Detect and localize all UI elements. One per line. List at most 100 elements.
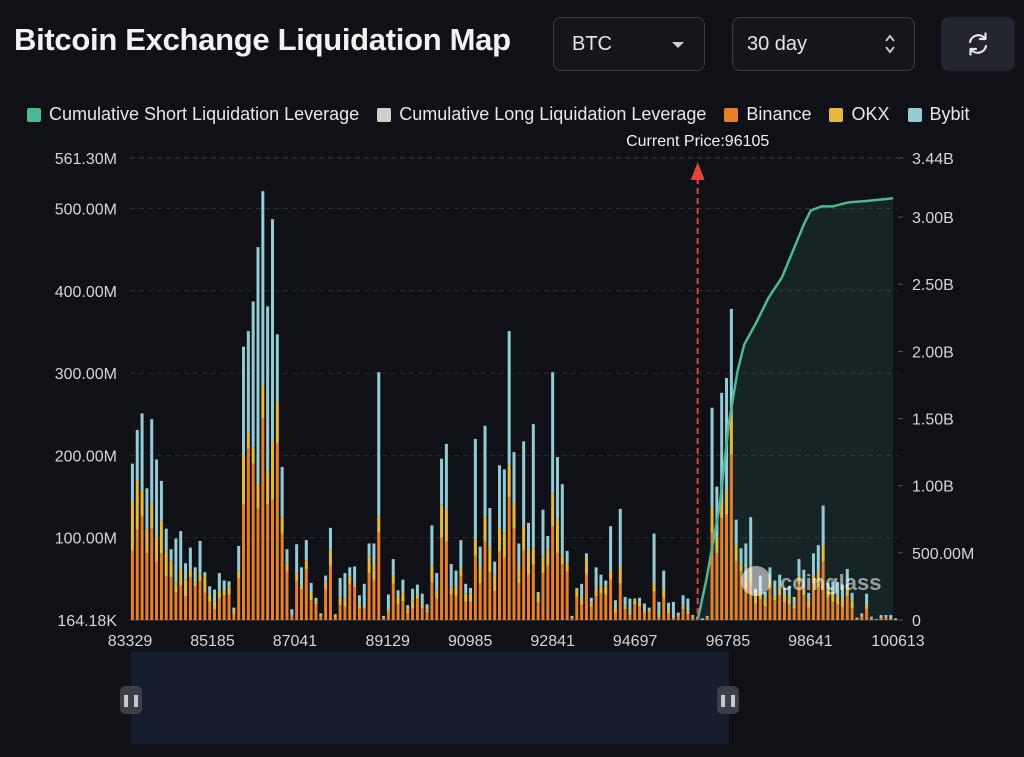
bar-binance [879, 618, 883, 620]
bar-okx [362, 606, 366, 609]
bar-bybit [469, 587, 473, 594]
bar-bybit [560, 484, 564, 556]
bar-binance [652, 591, 656, 620]
bar-binance [662, 597, 666, 620]
range-scroller[interactable] [131, 652, 729, 744]
bar-okx [459, 568, 463, 577]
cumulative-short-area [697, 198, 893, 620]
bar-bybit [884, 615, 888, 617]
bar-okx [739, 563, 743, 572]
bar-binance [517, 582, 521, 620]
cumulative-short-line [696, 197, 894, 621]
watermark-logo-icon [741, 566, 771, 596]
bar-bybit [270, 219, 274, 442]
bar-binance [478, 582, 482, 620]
bar-binance [435, 598, 439, 620]
legend-item-cumulative-short[interactable]: Cumulative Short Liquidation Leverage [27, 104, 359, 125]
bar-okx [782, 594, 786, 603]
bar-binance [599, 593, 603, 620]
chart-legend: Cumulative Short Liquidation Leverage Cu… [27, 104, 970, 125]
bar-bybit [811, 553, 815, 576]
bar-bybit [440, 458, 444, 505]
bar-binance [237, 578, 241, 620]
bar-bybit [261, 191, 265, 386]
bar-okx [599, 585, 603, 594]
legend-item-bybit[interactable]: Bybit [907, 104, 970, 125]
bar-okx [357, 604, 361, 609]
bar-binance [391, 583, 395, 620]
bar-okx [691, 616, 695, 618]
bar-binance [411, 608, 415, 620]
bar-binance [295, 581, 299, 620]
bar-bybit [198, 540, 202, 574]
bar-bybit [130, 463, 134, 502]
bar-binance [222, 595, 226, 620]
bar-binance [570, 618, 574, 620]
bar-binance [184, 596, 188, 620]
bar-bybit [328, 527, 332, 550]
bar-okx [498, 526, 502, 552]
bar-okx [522, 526, 526, 551]
bar-okx [454, 587, 458, 597]
legend-item-cumulative-long[interactable]: Cumulative Long Liquidation Leverage [377, 104, 706, 125]
bar-binance [821, 561, 825, 620]
refresh-icon [968, 32, 988, 56]
bar-bybit [164, 528, 168, 552]
bar-okx [652, 582, 656, 592]
legend-swatch [724, 107, 739, 122]
bar-okx [411, 600, 415, 609]
bar-okx [193, 582, 197, 587]
bar-bybit [357, 595, 361, 605]
bar-bybit [299, 567, 303, 586]
bar-binance [246, 448, 250, 620]
bar-binance [155, 561, 159, 620]
bar-bybit [449, 564, 453, 587]
bar-okx [536, 594, 540, 603]
bar-bybit [174, 538, 178, 584]
bar-okx [198, 573, 202, 582]
legend-item-okx[interactable]: OKX [829, 104, 890, 125]
bar-binance [217, 598, 221, 620]
bar-binance [270, 499, 274, 620]
bar-bybit [531, 424, 535, 549]
bar-bybit [290, 609, 294, 616]
bar-okx [633, 600, 637, 605]
refresh-button[interactable] [941, 17, 1015, 71]
coin-select[interactable]: BTC [553, 17, 705, 71]
updown-icon [885, 34, 895, 54]
bar-binance [174, 592, 178, 620]
bar-binance [889, 619, 893, 620]
bar-bybit [710, 407, 714, 509]
bar-okx [227, 586, 231, 595]
bar-bybit [739, 548, 743, 564]
bar-binance [290, 615, 294, 620]
bar-binance [739, 571, 743, 620]
bar-bybit [280, 466, 284, 518]
range-select[interactable]: 30 day [732, 17, 915, 71]
bar-okx [575, 588, 579, 597]
bar-okx [560, 555, 564, 565]
bar-binance [807, 607, 811, 620]
bar-binance [338, 605, 342, 620]
x-tick-label: 96785 [706, 633, 751, 650]
bar-bybit [879, 615, 883, 618]
scroller-right-handle[interactable]: ❚❚ [717, 686, 739, 714]
legend-item-binance[interactable]: Binance [724, 104, 811, 125]
y-left-tick-label: 400.00M [55, 284, 117, 301]
bar-okx [420, 604, 424, 609]
bar-binance [285, 571, 289, 620]
bar-bybit [734, 519, 738, 546]
bar-okx [502, 532, 506, 558]
bar-bybit [169, 549, 173, 561]
bar-bybit [715, 486, 719, 537]
bar-bybit [705, 615, 709, 617]
bar-okx [299, 585, 303, 590]
bar-okx [821, 545, 825, 562]
bar-okx [710, 508, 714, 533]
bar-okx [667, 609, 671, 614]
bar-binance [560, 564, 564, 620]
bar-bybit [700, 618, 704, 620]
y-right-tick-label: 3.00B [912, 210, 954, 227]
scroller-left-handle[interactable]: ❚❚ [120, 686, 142, 714]
bar-binance [256, 508, 260, 620]
